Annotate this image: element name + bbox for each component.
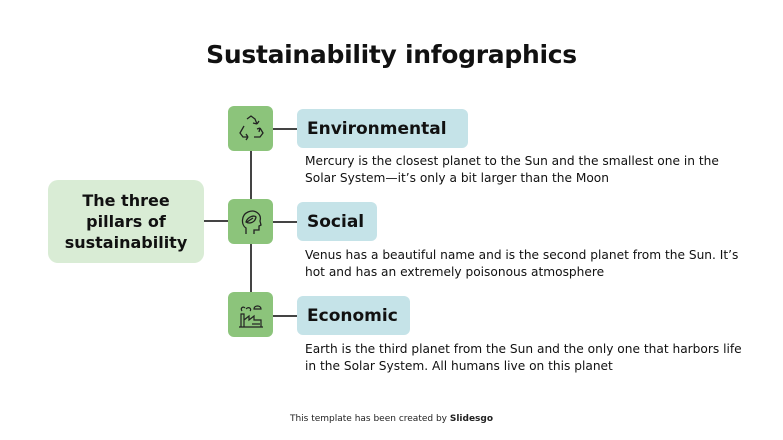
economic-icon-box	[228, 292, 273, 337]
pillar-description-social: Venus has a beautiful name and is the se…	[305, 248, 739, 279]
page-title: Sustainability infographics	[206, 40, 577, 69]
social-icon-box	[228, 199, 273, 244]
connector-economic	[273, 315, 297, 317]
connector-vertical-1	[250, 151, 252, 199]
factory-icon	[238, 304, 263, 328]
head-leaf-icon	[241, 210, 262, 234]
pillar-label-social: Social	[297, 202, 377, 241]
pillar-description-environmental: Mercury is the closest planet to the Sun…	[305, 154, 719, 185]
pillar-description-economic: Earth is the third planet from the Sun a…	[305, 342, 742, 373]
pillar-title: Economic	[307, 305, 398, 326]
connector-social	[273, 221, 297, 223]
recycle-icon	[238, 114, 264, 140]
footer-credit: This template has been created by Slides…	[0, 414, 783, 424]
footer-text: This template has been created by	[289, 414, 450, 424]
connector-environmental	[273, 128, 297, 130]
center-topic-label: The three pillars of sustainability	[64, 191, 188, 252]
pillar-title: Environmental	[307, 118, 447, 139]
pillar-label-environmental: Environmental	[297, 109, 468, 148]
footer-brand-link[interactable]: Slidesgo	[449, 414, 494, 424]
pillar-title: Social	[307, 211, 365, 232]
environmental-icon-box	[228, 106, 273, 151]
center-topic-box: The three pillars of sustainability	[48, 180, 204, 263]
connector-center	[204, 220, 228, 222]
connector-vertical-2	[250, 244, 252, 292]
pillar-label-economic: Economic	[297, 296, 410, 335]
